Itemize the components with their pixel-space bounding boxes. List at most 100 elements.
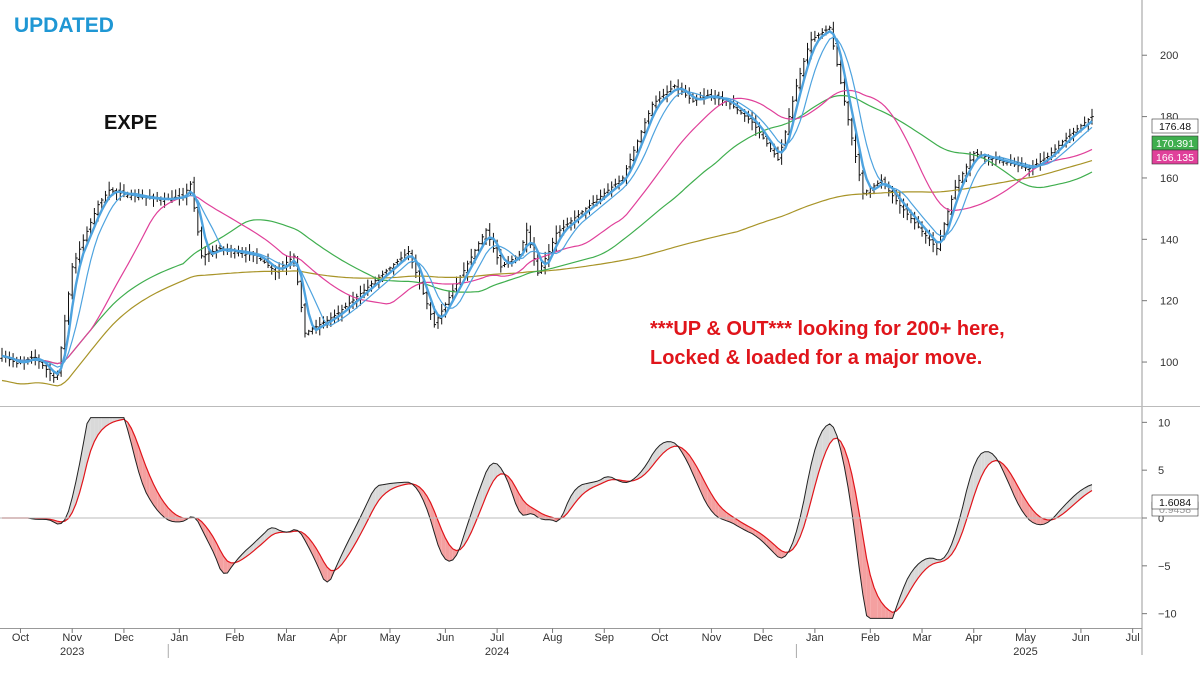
price-bar <box>776 146 780 161</box>
svg-text:176.48: 176.48 <box>1159 121 1191 133</box>
price-bar <box>931 232 935 253</box>
last-ma-long-label: 170.391 <box>1151 135 1199 151</box>
price-bar <box>794 78 799 102</box>
price-bar <box>51 372 56 383</box>
price-tick-label: 200 <box>1160 50 1178 62</box>
price-bar <box>643 118 647 135</box>
oscillator-tick-label: 10 <box>1158 417 1170 429</box>
price-bar <box>853 132 858 164</box>
annotation-line-2: Locked & loaded for a major move. <box>650 347 982 369</box>
month-label: Jul <box>490 632 504 644</box>
price-bar <box>306 329 311 336</box>
price-bar <box>539 261 544 274</box>
month-label: Oct <box>12 632 29 644</box>
price-bar <box>535 252 540 276</box>
oscillator-tick-label: −10 <box>1158 609 1177 621</box>
price-bar <box>813 30 817 42</box>
price-bar <box>70 263 75 300</box>
price-bar <box>395 258 400 266</box>
price-bar <box>816 32 821 40</box>
oscillator-fill-down <box>327 567 331 582</box>
annotation-line-1: ***UP & OUT*** looking for 200+ here, <box>650 318 1005 340</box>
ma-long-line <box>1 94 1093 365</box>
year-label: 2024 <box>485 646 509 658</box>
year-label: 2023 <box>60 646 84 658</box>
price-bar <box>587 199 592 215</box>
price-bar <box>632 146 636 163</box>
price-bar <box>462 262 466 277</box>
month-label: Apr <box>965 632 982 644</box>
price-bar <box>576 210 581 224</box>
price-bar <box>303 303 307 338</box>
month-label: Feb <box>225 632 244 644</box>
price-bar <box>74 252 78 274</box>
price-bar <box>428 302 433 320</box>
month-label: Sep <box>594 632 614 644</box>
oscillator-panel <box>2 417 1093 619</box>
moving-average-lines <box>1 29 1093 387</box>
price-bar <box>480 233 485 246</box>
updated-label: UPDATED <box>14 14 114 37</box>
price-bar <box>510 255 514 267</box>
price-bar <box>203 246 208 266</box>
price-bar <box>946 208 950 229</box>
month-label: Nov <box>702 632 722 644</box>
ma-fast-line <box>1 29 1093 376</box>
price-bar <box>439 304 444 325</box>
price-bar <box>846 100 850 126</box>
price-bar <box>436 316 440 329</box>
price-tick-label: 140 <box>1160 234 1178 246</box>
ticker-label: EXPE <box>104 112 157 134</box>
price-bar <box>81 234 86 254</box>
month-label: Mar <box>913 632 932 644</box>
price-bar <box>469 248 474 266</box>
price-bar <box>1071 127 1076 142</box>
last-ma-mid-label: 166.135 <box>1151 149 1199 165</box>
month-label: Dec <box>114 632 134 644</box>
price-bar <box>388 266 392 272</box>
svg-text:170.391: 170.391 <box>1156 138 1194 150</box>
price-bar <box>665 85 669 103</box>
price-bar <box>857 148 862 182</box>
price-bar <box>1060 139 1065 147</box>
ma-200-line <box>1 160 1093 387</box>
price-bar <box>569 217 573 231</box>
price-bar <box>850 117 854 146</box>
price-bar <box>399 251 403 262</box>
svg-text:166.135: 166.135 <box>1156 152 1194 164</box>
price-bar <box>66 291 71 326</box>
oscillator-tick-label: 0 <box>1158 513 1164 525</box>
oscillator-fill-up <box>497 463 501 477</box>
price-bar <box>59 346 63 377</box>
price-bar <box>33 349 38 366</box>
price-bar <box>332 309 337 324</box>
month-label: Jul <box>1126 632 1140 644</box>
oscillator-fast-line <box>2 417 1093 619</box>
svg-text:1.6084: 1.6084 <box>1159 497 1191 509</box>
price-bar <box>565 217 570 229</box>
price-bar <box>672 84 677 89</box>
price-bar <box>646 110 651 125</box>
price-tick-label: 120 <box>1160 296 1178 308</box>
month-label: Jan <box>170 632 188 644</box>
oscillator-fill-down <box>227 561 232 573</box>
price-bar <box>613 178 618 189</box>
oscillator-tick-label: −5 <box>1158 561 1171 573</box>
month-label: May <box>1015 632 1036 644</box>
last-price-label: 176.48 <box>1151 118 1199 134</box>
price-bar <box>269 264 274 275</box>
month-label: Nov <box>62 632 82 644</box>
year-label: 2025 <box>1013 646 1037 658</box>
month-label: Jan <box>806 632 824 644</box>
price-bar <box>487 223 492 246</box>
price-bar <box>48 362 52 382</box>
price-bar <box>425 289 429 310</box>
oscillator-fill-down <box>449 544 453 562</box>
price-bar <box>761 131 765 140</box>
price-bar <box>805 42 810 66</box>
month-label: May <box>380 632 401 644</box>
